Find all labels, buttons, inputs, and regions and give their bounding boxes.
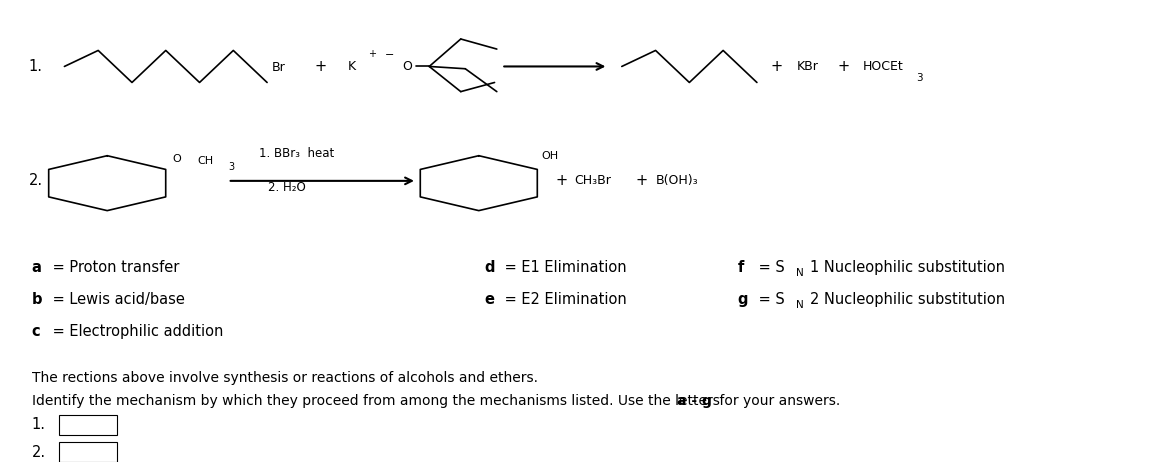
Text: O: O — [402, 60, 412, 73]
Text: +: + — [838, 59, 850, 74]
Text: CH₃Br: CH₃Br — [574, 174, 611, 187]
Text: d: d — [485, 260, 495, 276]
Text: Br: Br — [271, 61, 285, 74]
Text: = S: = S — [754, 260, 785, 276]
Text: B(OH)₃: B(OH)₃ — [656, 174, 699, 187]
Text: +: + — [369, 49, 377, 59]
Text: = E1 Elimination: = E1 Elimination — [500, 260, 627, 276]
Text: N: N — [796, 269, 804, 278]
Text: 1 Nucleophilic substitution: 1 Nucleophilic substitution — [810, 260, 1005, 276]
Text: 1.: 1. — [29, 59, 43, 74]
Text: Identify the mechanism by which they proceed from among the mechanisms listed. U: Identify the mechanism by which they pro… — [32, 394, 724, 408]
Text: O: O — [172, 154, 182, 164]
Text: a: a — [32, 260, 41, 276]
Text: c: c — [32, 325, 40, 340]
Text: g: g — [738, 292, 748, 307]
Text: +: + — [771, 59, 782, 74]
Text: 2.: 2. — [29, 173, 43, 188]
FancyBboxPatch shape — [59, 442, 117, 462]
Text: b: b — [32, 292, 43, 307]
Text: 3: 3 — [229, 162, 234, 172]
Text: K: K — [348, 60, 356, 73]
Text: The rections above involve synthesis or reactions of alcohols and ethers.: The rections above involve synthesis or … — [32, 371, 538, 385]
Text: for your answers.: for your answers. — [715, 394, 841, 408]
Text: = Electrophilic addition: = Electrophilic addition — [47, 325, 223, 340]
Text: 2.: 2. — [32, 445, 46, 460]
Text: = Lewis acid/base: = Lewis acid/base — [47, 292, 184, 307]
Text: 1.: 1. — [32, 417, 46, 432]
Text: KBr: KBr — [796, 60, 818, 73]
Text: 1. BBr₃  heat: 1. BBr₃ heat — [260, 147, 334, 160]
Text: N: N — [796, 300, 804, 311]
Text: CH: CH — [198, 156, 214, 166]
Text: −: − — [385, 50, 395, 60]
Text: 3: 3 — [916, 73, 923, 83]
Text: f: f — [738, 260, 745, 276]
Text: = S: = S — [754, 292, 785, 307]
Text: a - g: a - g — [677, 394, 712, 408]
Text: +: + — [635, 173, 647, 188]
Text: +: + — [555, 173, 568, 188]
Text: = Proton transfer: = Proton transfer — [47, 260, 179, 276]
Text: 2 Nucleophilic substitution: 2 Nucleophilic substitution — [810, 292, 1005, 307]
Text: +: + — [315, 59, 326, 74]
Text: e: e — [485, 292, 494, 307]
Text: HOCEt: HOCEt — [863, 60, 903, 73]
Text: 2. H₂O: 2. H₂O — [268, 181, 306, 194]
Text: OH: OH — [542, 151, 558, 161]
Text: = E2 Elimination: = E2 Elimination — [500, 292, 627, 307]
FancyBboxPatch shape — [59, 415, 117, 435]
